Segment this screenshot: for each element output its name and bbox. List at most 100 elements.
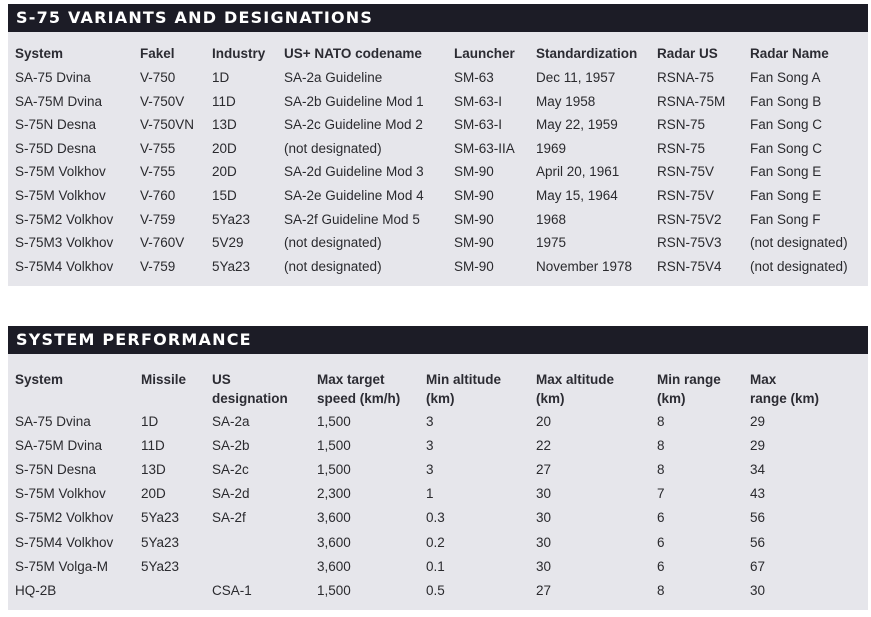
performance-cell-min-range: 7 xyxy=(657,486,665,502)
variants-header-launcher: Launcher xyxy=(454,46,515,61)
variants-header-system: System xyxy=(15,46,64,61)
performance-header-minrange-line1: Min range xyxy=(657,372,721,387)
variants-row: S-75M Volkhov V-760 15D SA-2e Guideline Mod… xyxy=(8,188,868,210)
performance-cell-us-designation: SA-2b xyxy=(212,438,250,454)
performance-cell-max-altitude: 30 xyxy=(536,486,552,502)
variants-cell-launcher: SM-63-IIA xyxy=(454,140,515,156)
performance-cell-missile: 20D xyxy=(141,486,166,502)
variants-cell-system: S-75M4 Volkhov xyxy=(15,258,114,274)
variants-row: SA-75 Dvina V-750 1D SA-2a Guideline SM-63 De… xyxy=(8,70,868,92)
performance-cell-max-altitude: 20 xyxy=(536,414,552,429)
variants-cell-launcher: SM-63 xyxy=(454,70,494,85)
variants-cell-codename: SA-2f Guideline Mod 5 xyxy=(284,211,420,227)
performance-cell-missile: 13D xyxy=(141,462,166,478)
variants-header-fakel: Fakel xyxy=(140,46,175,61)
performance-cell-max-range: 43 xyxy=(750,486,766,502)
variants-cell-fakel: V-760V xyxy=(140,235,185,251)
performance-cell-min-altitude: 3 xyxy=(426,414,434,429)
performance-header-us-line2: designation xyxy=(212,391,288,406)
variants-cell-system: S-75N Desna xyxy=(15,117,97,133)
variants-cell-standardization: 1975 xyxy=(536,235,567,251)
variants-section: S-75 VARIANTS AND DESIGNATIONS System Fa… xyxy=(8,4,868,286)
performance-cell-max-range: 56 xyxy=(750,510,766,526)
variants-cell-radar-name: Fan Song E xyxy=(750,188,822,203)
performance-header-max-range: Max range (km) xyxy=(750,370,819,408)
variants-row: S-75M Volkhov V-755 20D SA-2d Guideline Mod… xyxy=(8,164,868,186)
variants-cell-codename: SA-2c Guideline Mod 2 xyxy=(284,117,423,133)
variants-cell-system: SA-75M Dvina xyxy=(15,93,103,109)
performance-cell-max-speed: 1,500 xyxy=(317,414,351,429)
performance-header-system: System xyxy=(15,372,64,387)
performance-cell-system: S-75M2 Volkhov xyxy=(15,510,114,526)
variants-cell-system: S-75M Volkhov xyxy=(15,188,106,203)
variants-cell-codename: SA-2b Guideline Mod 1 xyxy=(284,93,424,109)
performance-cell-system: S-75M Volga-M xyxy=(15,558,109,574)
performance-cell-max-speed: 3,600 xyxy=(317,510,351,526)
variants-cell-industry: 20D xyxy=(212,140,237,156)
performance-header-speed-line2: speed (km/h) xyxy=(317,391,401,406)
performance-row: HQ-2B CSA-1 1,500 0.5 27 8 30 xyxy=(8,583,868,605)
performance-header-min-range: Min range (km) xyxy=(657,370,721,408)
performance-cell-us-designation: SA-2f xyxy=(212,510,246,526)
performance-section: SYSTEM PERFORMANCE System Missile US des… xyxy=(8,326,868,610)
variants-cell-codename: SA-2e Guideline Mod 4 xyxy=(284,188,424,203)
variants-row: S-75M4 Volkhov V-759 5Ya23 (not designated)… xyxy=(8,259,868,281)
performance-cell-min-altitude: 3 xyxy=(426,462,434,478)
performance-header-missile: Missile xyxy=(141,372,187,387)
variants-cell-system: S-75M Volkhov xyxy=(15,164,106,180)
variants-cell-standardization: Dec 11, 1957 xyxy=(536,70,616,85)
performance-cell-max-range: 34 xyxy=(750,462,766,478)
performance-cell-max-speed: 1,500 xyxy=(317,462,351,478)
performance-header-max-altitude: Max altitude (km) xyxy=(536,370,614,408)
performance-cell-us-designation: SA-2d xyxy=(212,486,250,502)
variants-cell-radar-us: RSN-75 xyxy=(657,140,706,156)
variants-cell-radar-name: Fan Song C xyxy=(750,117,823,133)
performance-cell-max-range: 30 xyxy=(750,582,766,598)
performance-header-maxrange-line1: Max xyxy=(750,372,777,387)
performance-cell-max-altitude: 27 xyxy=(536,462,552,478)
variants-cell-radar-name: Fan Song B xyxy=(750,93,822,109)
variants-header-codename: US+ NATO codename xyxy=(284,46,422,61)
variants-cell-standardization: 1968 xyxy=(536,211,567,227)
variants-cell-launcher: SM-63-I xyxy=(454,117,503,133)
performance-header-us-line1: US xyxy=(212,372,231,387)
performance-header-maxalt-line1: Max altitude xyxy=(536,372,615,387)
variants-header-row: System Fakel Industry US+ NATO codename … xyxy=(8,46,868,68)
performance-cell-min-range: 6 xyxy=(657,558,665,574)
performance-cell-max-range: 67 xyxy=(750,558,766,574)
performance-cell-max-altitude: 27 xyxy=(536,582,552,598)
performance-header-row: System Missile US designation Max target… xyxy=(8,368,868,408)
performance-cell-system: S-75M4 Volkhov xyxy=(15,534,114,550)
performance-cell-min-range: 8 xyxy=(657,582,665,598)
performance-cell-min-range: 8 xyxy=(657,414,665,429)
variants-cell-fakel: V-759 xyxy=(140,258,176,274)
variants-cell-radar-us: RSNA-75M xyxy=(657,93,726,109)
variants-cell-fakel: V-755 xyxy=(140,164,176,180)
variants-cell-radar-us: RSN-75V3 xyxy=(657,235,722,251)
performance-row: S-75M2 Volkhov 5Ya23 SA-2f 3,600 0.3 30 6 56 xyxy=(8,510,868,532)
variants-cell-system: SA-75 Dvina xyxy=(15,70,91,85)
variants-row: SA-75M Dvina V-750V 11D SA-2b Guideline Mod… xyxy=(8,94,868,116)
variants-cell-launcher: SM-90 xyxy=(454,188,494,203)
variants-cell-launcher: SM-63-I xyxy=(454,93,503,109)
performance-title: SYSTEM PERFORMANCE xyxy=(8,326,868,354)
variants-cell-system: S-75D Desna xyxy=(15,140,97,156)
variants-cell-launcher: SM-90 xyxy=(454,235,494,251)
performance-cell-max-speed: 1,500 xyxy=(317,582,351,598)
performance-cell-system: SA-75 Dvina xyxy=(15,414,91,429)
performance-cell-missile: 1D xyxy=(141,414,159,429)
variants-cell-codename: SA-2d Guideline Mod 3 xyxy=(284,164,424,180)
variants-cell-radar-us: RSN-75V2 xyxy=(657,211,722,227)
performance-cell-max-altitude: 30 xyxy=(536,510,552,526)
variants-cell-codename: SA-2a Guideline xyxy=(284,70,383,85)
variants-cell-radar-us: RSN-75V xyxy=(657,188,715,203)
performance-header-speed-line1: Max target xyxy=(317,372,385,387)
performance-header-max-speed: Max target speed (km/h) xyxy=(317,370,400,408)
performance-cell-system: HQ-2B xyxy=(15,582,57,598)
variants-cell-standardization: April 20, 1961 xyxy=(536,164,620,180)
performance-cell-max-altitude: 30 xyxy=(536,534,552,550)
performance-cell-max-range: 29 xyxy=(750,438,766,454)
performance-cell-max-speed: 2,300 xyxy=(317,486,351,502)
performance-cell-us-designation: CSA-1 xyxy=(212,582,252,598)
performance-cell-missile: 5Ya23 xyxy=(141,534,180,550)
